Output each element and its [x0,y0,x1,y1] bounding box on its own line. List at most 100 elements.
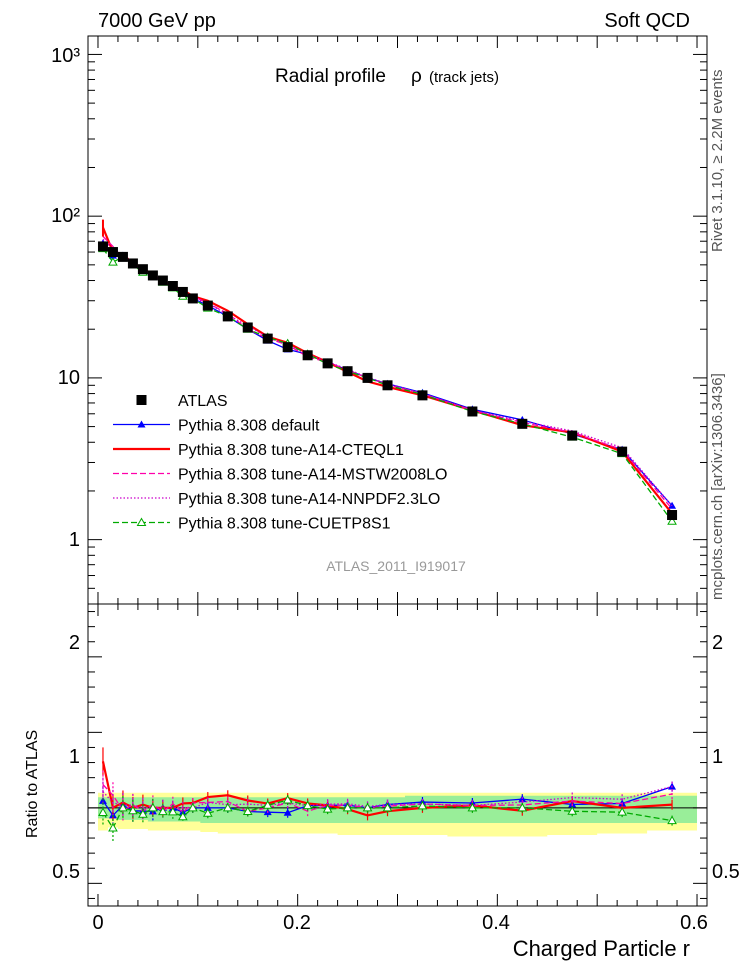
data-point [137,264,148,275]
chart-title: Radial profile ρ (track jets) [275,66,499,87]
data-point [382,380,393,391]
chart-title-main: Radial profile [275,66,386,87]
ratio-point [282,795,293,804]
legend-item-pythia-8-308-tune-a14-mstw2008lo: Pythia 8.308 tune-A14-MSTW2008LO [113,467,447,484]
data-point [362,372,373,383]
ratio-point [138,809,148,818]
x-tick-label-0: 0 [92,912,103,934]
analysis-watermark: ATLAS_2011_I919017 [326,558,466,574]
ratio-point [177,811,188,821]
ratio-point [467,802,478,812]
ratio-point [667,815,677,825]
data-point [262,333,273,344]
ratio-point [242,806,253,816]
y-tick-label-1000: 10³ [51,45,80,67]
ratio-point [202,808,213,817]
data-point [222,311,233,322]
y-tick-label-10: 10 [58,367,80,389]
data-point [177,286,188,297]
data-point [167,281,178,292]
data-point [147,270,158,281]
chart-title-symbol: ρ [411,66,422,87]
header-left: 7000 GeV pp [98,10,216,32]
data-point [667,510,678,521]
ratio-point [187,802,198,812]
legend-label: Pythia 8.308 tune-CUETP8S1 [178,516,391,533]
legend-label: Pythia 8.308 tune-A14-CTEQL1 [178,442,404,459]
data-point [97,241,108,252]
x-tick-label-02: 0.2 [283,912,311,934]
data-point [117,251,128,262]
ratio-tick-label-1-right: 1 [712,746,723,768]
data-point [417,390,428,401]
data-point [108,257,118,266]
header-right: Soft QCD [604,10,690,32]
data-point [617,446,628,457]
x-tick-label-04: 0.4 [482,912,510,934]
data-point [242,322,253,333]
y-tick-label-100: 10² [51,205,80,227]
ratio-tick-label-1-left: 1 [69,746,80,768]
ratio-point [283,808,292,816]
ratio-tick-label-05-right: 0.5 [712,861,740,883]
ratio-point [98,807,108,816]
ratio-series-pythia-8-308-tune-cuetp8s1 [98,795,677,841]
legend-label: Pythia 8.308 tune-A14-MSTW2008LO [178,467,447,484]
legend-item-pythia-8-308-tune-a14-cteql1: Pythia 8.308 tune-A14-CTEQL1 [113,442,404,459]
data-point [107,247,118,258]
x-tick-label-06: 0.6 [680,912,708,934]
ratio-point [417,800,428,810]
legend: ATLAS Pythia 8.308 default Pythia 8.308 tu… [113,393,447,533]
side-label-mcplots: mcplots.cern.ch [arXiv:1306.3436] [709,373,726,600]
data-point [282,342,293,353]
data-point [127,258,138,269]
data-point [187,293,198,304]
legend-item-pythia-8-308-tune-cuetp8s1: Pythia 8.308 tune-CUETP8S1 [113,516,391,533]
ratio-panel-frame [87,603,708,907]
x-tick-labels: 0 0.2 0.4 0.6 [92,912,707,934]
ratio-tick-label-05-left: 0.5 [52,861,80,883]
side-label-rivet: Rivet 3.1.10, ≥ 2.2M events [709,70,726,253]
legend-item-pythia-8-308-tune-a14-nnpdf2-3lo: Pythia 8.308 tune-A14-NNPDF2.3LO [113,491,440,508]
chart-title-suffix: (track jets) [429,69,499,86]
ratio-point [382,802,393,812]
data-point [342,366,353,377]
data-point [467,406,478,417]
ratio-point [118,802,128,812]
legend-marker [136,517,147,526]
ratio-point [302,800,313,810]
data-point [517,418,528,429]
x-axis-label: Charged Particle r [513,936,690,961]
ratio-y-axis-label: Ratio to ATLAS [24,730,41,838]
main-series-layer [97,219,678,525]
ratio-series-layer [98,747,677,841]
axis-ticks [88,36,707,906]
ratio-point [567,806,578,815]
ratio-line [102,785,673,809]
legend-marker [136,395,147,405]
data-point [567,430,578,441]
ratio-point [517,802,528,812]
legend-label: ATLAS [178,393,228,410]
ratio-point [168,806,178,816]
ratio-point [262,800,273,809]
ratio-point [148,802,158,812]
data-point [202,300,213,311]
y-tick-labels-main: 1 10 10² 10³ [51,45,80,551]
data-point [157,275,168,286]
data-point [302,350,313,361]
ratio-point [222,802,233,812]
ratio-point [158,806,168,816]
legend-item-atlas: ATLAS [136,393,228,410]
legend-label: Pythia 8.308 default [178,418,320,435]
legend-label: Pythia 8.308 tune-A14-NNPDF2.3LO [178,491,440,508]
legend-marker [137,420,146,428]
legend-item-pythia-8-308-default: Pythia 8.308 default [113,418,320,435]
data-point [667,516,677,525]
ratio-point [128,805,138,815]
ratio-point [362,802,373,812]
y-tick-labels-ratio: 2 1 0.5 2 1 0.5 [52,632,740,883]
y-tick-label-1: 1 [69,529,80,551]
